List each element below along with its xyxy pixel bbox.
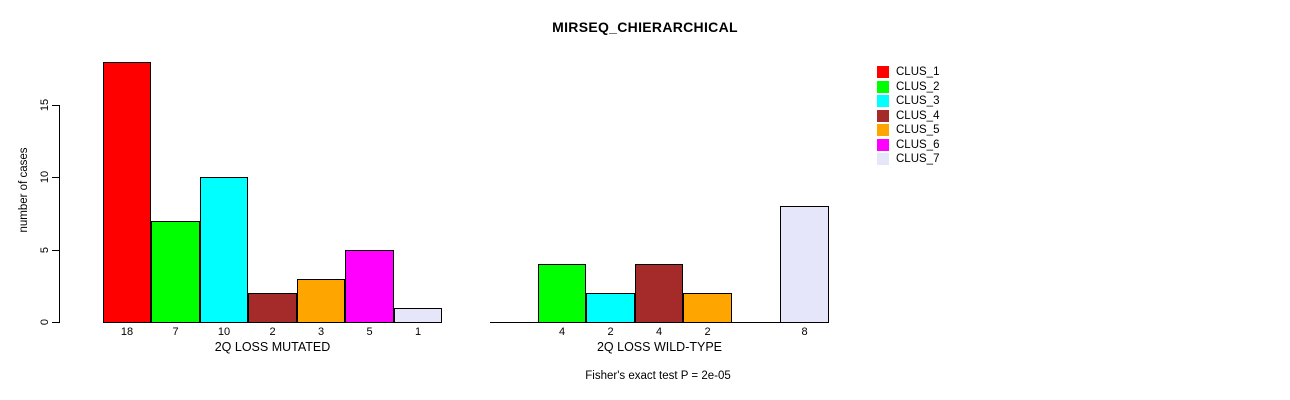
legend-label: CLUS_4 bbox=[896, 109, 940, 122]
legend-swatch-icon bbox=[877, 66, 889, 79]
chart-title: MIRSEQ_CHIERARCHICAL bbox=[552, 19, 738, 35]
y-tick bbox=[52, 177, 59, 178]
y-tick bbox=[52, 322, 59, 323]
legend-item-CLUS_6: CLUS_6 bbox=[877, 138, 939, 153]
legend-label: CLUS_1 bbox=[896, 66, 940, 79]
legend-label: CLUS_7 bbox=[896, 153, 940, 166]
y-tick bbox=[52, 250, 59, 251]
y-tick-label: 0 bbox=[39, 318, 51, 326]
bar-CLUS_7 bbox=[780, 206, 829, 323]
bar-CLUS_7 bbox=[394, 308, 442, 323]
bar-value-label: 8 bbox=[801, 326, 808, 338]
legend-label: CLUS_5 bbox=[896, 124, 940, 137]
bar-value-label: 4 bbox=[558, 326, 566, 338]
legend-swatch-icon bbox=[877, 95, 889, 108]
bar-value-label: 10 bbox=[217, 326, 231, 338]
y-tick-label: 15 bbox=[39, 98, 51, 112]
bar-CLUS_3 bbox=[200, 177, 248, 323]
legend-swatch-icon bbox=[877, 138, 889, 151]
bar-value-label: 2 bbox=[607, 326, 614, 338]
bar-CLUS_6 bbox=[345, 250, 394, 323]
bar-CLUS_2 bbox=[151, 221, 200, 323]
bar-CLUS_4 bbox=[635, 264, 683, 323]
legend-label: CLUS_6 bbox=[896, 138, 940, 151]
bar-CLUS_4 bbox=[248, 293, 297, 323]
legend-item-CLUS_4: CLUS_4 bbox=[877, 109, 939, 124]
legend: CLUS_1 CLUS_2 CLUS_3 CLUS_4 CLUS_5 CLUS_6 CLUS… bbox=[877, 65, 939, 167]
legend-swatch-icon bbox=[877, 80, 889, 93]
x-axis-group-label: 2Q LOSS MUTATED bbox=[214, 340, 331, 354]
bar-CLUS_1 bbox=[103, 62, 151, 323]
legend-swatch-icon bbox=[877, 109, 889, 122]
y-tick bbox=[52, 105, 59, 106]
legend-item-CLUS_3: CLUS_3 bbox=[877, 94, 939, 109]
x-axis-group-label: 2Q LOSS WILD-TYPE bbox=[596, 340, 723, 354]
legend-label: CLUS_3 bbox=[896, 95, 940, 108]
fisher-test-annotation: Fisher's exact test P = 2e-05 bbox=[585, 370, 731, 382]
legend-item-CLUS_1: CLUS_1 bbox=[877, 65, 939, 80]
bar-value-label: 7 bbox=[172, 326, 179, 338]
legend-label: CLUS_2 bbox=[896, 80, 940, 93]
legend-swatch-icon bbox=[877, 124, 889, 137]
bar-value-label: 4 bbox=[655, 326, 663, 338]
bar-CLUS_5 bbox=[297, 279, 345, 323]
y-tick-label: 10 bbox=[39, 170, 51, 184]
bar-value-label: 5 bbox=[366, 326, 373, 338]
bar-CLUS_3 bbox=[586, 293, 635, 323]
legend-swatch-icon bbox=[877, 153, 889, 166]
y-tick-label: 5 bbox=[39, 246, 51, 254]
y-axis-line bbox=[59, 105, 60, 323]
bar-CLUS_5 bbox=[683, 293, 732, 323]
bar-value-label: 2 bbox=[269, 326, 276, 338]
bar-value-label: 3 bbox=[317, 326, 325, 338]
legend-item-CLUS_7: CLUS_7 bbox=[877, 152, 939, 167]
bar-value-label: 1 bbox=[414, 326, 422, 338]
bar-CLUS_2 bbox=[538, 264, 586, 323]
legend-item-CLUS_5: CLUS_5 bbox=[877, 123, 939, 138]
bar-value-label: 18 bbox=[120, 326, 134, 338]
bar-value-label: 2 bbox=[704, 326, 711, 338]
legend-item-CLUS_2: CLUS_2 bbox=[877, 80, 939, 95]
